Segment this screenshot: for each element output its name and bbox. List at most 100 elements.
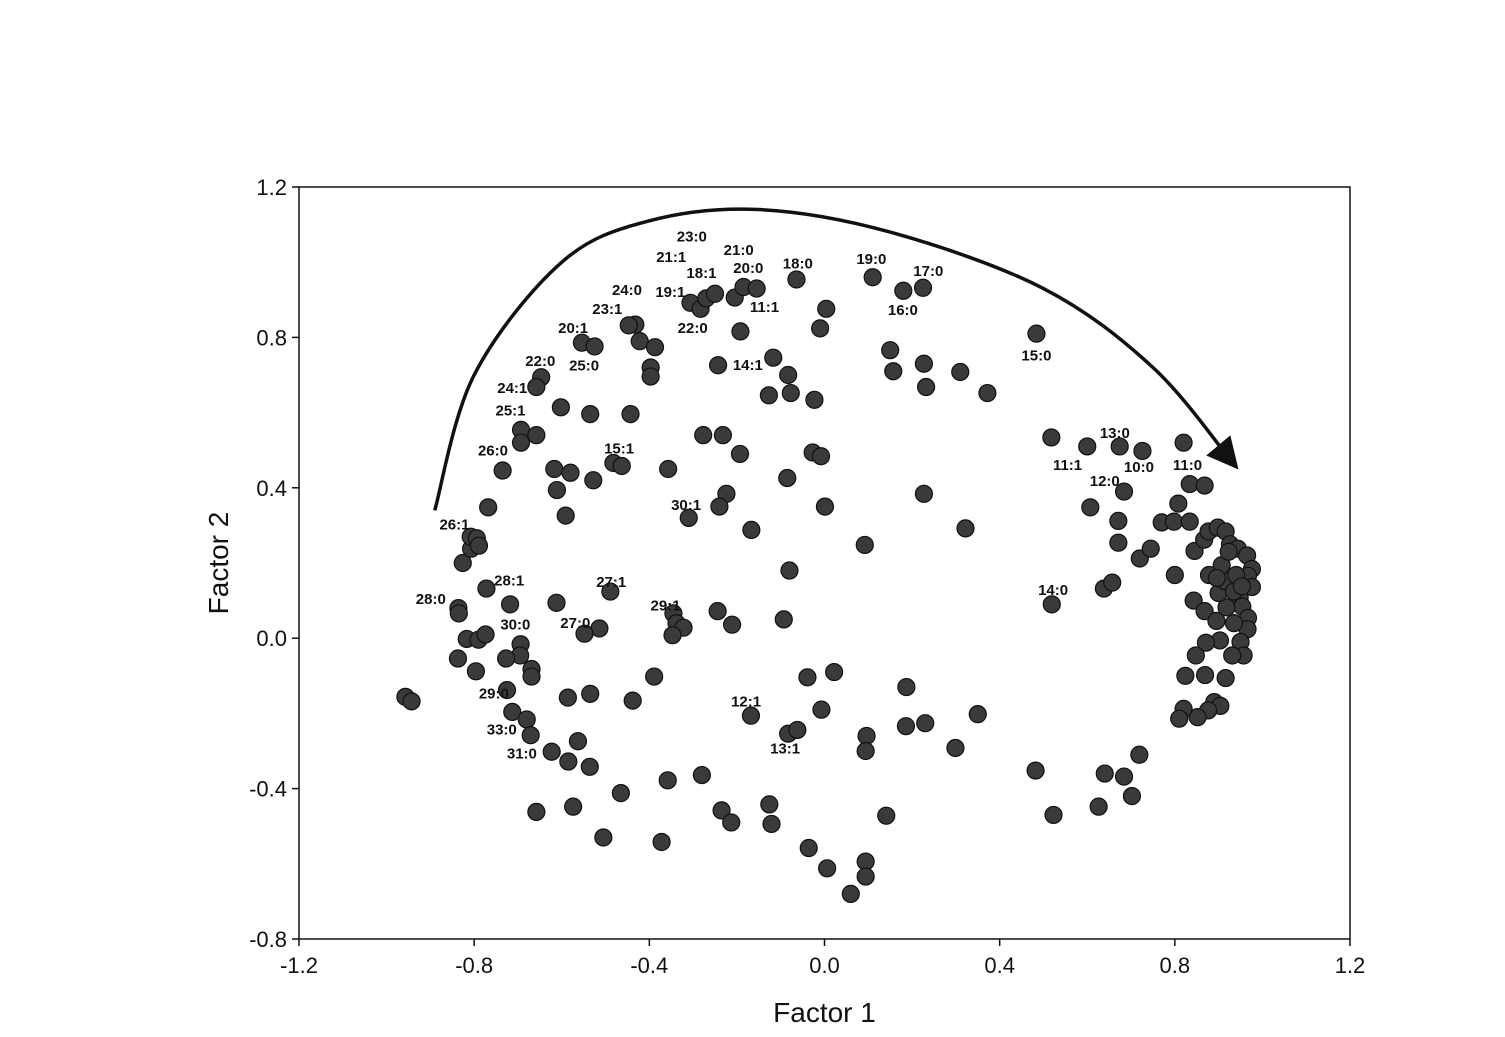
- point-label: 18:1: [686, 265, 716, 282]
- data-point: [722, 813, 741, 832]
- data-point: [619, 316, 638, 335]
- data-point: [1042, 428, 1061, 447]
- data-point: [1164, 512, 1184, 531]
- data-point: [774, 610, 793, 629]
- point-label: 19:0: [856, 251, 886, 268]
- data-point: [1141, 539, 1160, 558]
- data-point: [841, 884, 860, 903]
- data-point: [1223, 646, 1242, 665]
- data-point: [825, 662, 844, 682]
- data-point: [663, 626, 682, 645]
- point-label: 25:0: [569, 358, 599, 375]
- data-point: [1224, 614, 1244, 633]
- data-point: [856, 741, 875, 761]
- data-point: [527, 377, 546, 397]
- data-point: [517, 710, 536, 729]
- data-point: [708, 356, 728, 375]
- data-point: [1027, 324, 1046, 343]
- data-point: [547, 480, 567, 500]
- data-point: [469, 536, 489, 555]
- point-label: 12:1: [731, 693, 761, 710]
- data-point: [466, 662, 486, 681]
- data-point: [493, 461, 512, 480]
- data-point: [710, 497, 729, 516]
- data-point: [1042, 595, 1061, 614]
- point-label: 27:1: [596, 574, 626, 591]
- point-label: 11:0: [1173, 457, 1202, 474]
- data-point: [1176, 666, 1195, 685]
- data-point: [585, 337, 604, 356]
- x-tick-label: 0.4: [984, 953, 1015, 978]
- point-label: 28:0: [416, 591, 446, 608]
- data-point: [781, 383, 800, 403]
- data-point: [951, 362, 970, 382]
- data-point: [575, 624, 594, 643]
- point-label: 22:0: [525, 353, 555, 370]
- trend-arrow: [433, 207, 1239, 511]
- data-point: [476, 625, 495, 644]
- data-point: [630, 332, 649, 351]
- data-point: [692, 765, 711, 785]
- data-point: [1122, 787, 1142, 806]
- data-point: [1217, 598, 1236, 617]
- data-point: [477, 579, 496, 598]
- x-tick-label: -0.4: [630, 953, 668, 978]
- data-point: [762, 814, 781, 834]
- data-point: [559, 752, 578, 771]
- data-point: [556, 506, 575, 525]
- data-point: [580, 757, 599, 776]
- data-point: [1216, 668, 1235, 688]
- data-point: [1195, 476, 1214, 495]
- data-point: [946, 738, 965, 758]
- point-label: 14:1: [733, 357, 763, 374]
- point-label: 26:0: [478, 443, 508, 460]
- point-label: 29:0: [479, 685, 509, 702]
- data-point: [1169, 494, 1188, 513]
- data-point: [1110, 437, 1129, 456]
- data-point: [799, 838, 818, 858]
- data-point: [968, 705, 987, 724]
- data-point: [449, 604, 468, 623]
- data-point: [527, 802, 546, 822]
- point-label: 22:0: [678, 320, 708, 337]
- data-point: [1081, 498, 1100, 517]
- point-label: 29:1: [651, 597, 681, 614]
- data-point: [805, 390, 824, 409]
- data-point: [511, 433, 531, 452]
- data-point: [1180, 512, 1199, 531]
- data-point: [1103, 573, 1122, 592]
- data-point: [551, 398, 570, 417]
- data-point: [581, 684, 600, 703]
- data-point: [817, 299, 836, 318]
- point-label: 13:0: [1100, 425, 1130, 442]
- x-tick-label: -1.2: [280, 953, 318, 978]
- data-point: [641, 367, 660, 386]
- point-label: 28:1: [494, 572, 524, 589]
- data-point: [1026, 761, 1045, 780]
- data-point: [542, 742, 561, 761]
- data-point: [479, 498, 498, 517]
- data-point: [1232, 577, 1251, 596]
- data-point: [779, 365, 798, 385]
- data-point: [1196, 633, 1216, 652]
- data-point: [527, 426, 546, 445]
- data-point: [1188, 708, 1207, 727]
- data-point: [694, 426, 713, 445]
- point-label: 20:0: [733, 260, 763, 277]
- x-tick-label: 0.0: [809, 953, 840, 978]
- data-point: [722, 615, 742, 634]
- data-point: [564, 797, 583, 816]
- data-point: [402, 692, 421, 711]
- point-label: 16:0: [888, 302, 918, 319]
- point-label: 24:1: [497, 380, 527, 397]
- data-point: [658, 771, 677, 790]
- data-point: [956, 519, 975, 538]
- data-point: [914, 354, 934, 373]
- point-label: 30:0: [500, 616, 530, 633]
- data-point: [914, 484, 934, 503]
- data-point: [916, 377, 936, 397]
- data-point: [741, 706, 761, 725]
- data-point: [863, 268, 882, 287]
- data-point: [1174, 433, 1193, 452]
